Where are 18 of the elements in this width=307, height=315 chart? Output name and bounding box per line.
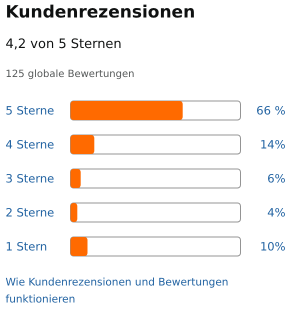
- data-label: 66 %: [256, 104, 286, 118]
- chart-subtitle: 4,2 von 5 Sternen: [6, 37, 122, 52]
- text: Wie Kundenrezensionen und Bewertungen funktionieren: [6, 276, 228, 306]
- data-label: 10%: [260, 240, 286, 254]
- y-tick-label: 5 Sterne: [6, 104, 54, 118]
- bar: [70, 169, 81, 188]
- data-label: 4%: [267, 206, 286, 220]
- chart-title: Kundenrezensionen: [6, 2, 196, 22]
- y-tick-label: 4 Sterne: [6, 138, 54, 152]
- bar: [70, 135, 94, 154]
- text: 125 globale Bewertungen: [6, 69, 134, 80]
- y-tick-label: 2 Sterne: [6, 206, 54, 220]
- y-tick-label: 1 Stern: [6, 240, 48, 254]
- bar: [70, 203, 78, 222]
- bar: [70, 237, 88, 256]
- y-tick-label: 3 Sterne: [6, 172, 54, 186]
- data-label: 6%: [267, 172, 286, 186]
- data-label: 14%: [260, 138, 286, 152]
